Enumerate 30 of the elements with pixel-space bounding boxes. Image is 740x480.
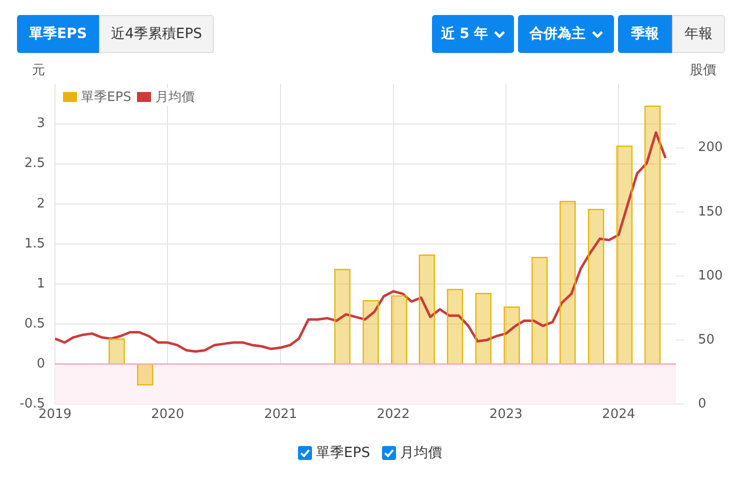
y2-tick-label: 100	[698, 268, 723, 284]
y-tick-label: 0.5	[24, 316, 45, 332]
legend-label: 月均價	[155, 89, 194, 106]
y-tick-label: 0	[36, 356, 45, 372]
text: 合併為主	[530, 25, 586, 43]
x-tick-label: 2024	[602, 407, 636, 422]
text: 單季EPS	[29, 25, 87, 43]
y2-tick-label: 0	[698, 396, 706, 412]
legend-label: 單季EPS	[81, 89, 132, 106]
y-axis-title: 元	[32, 62, 45, 78]
x-tick-label: 2022	[376, 407, 410, 422]
y2-tick-label: 150	[698, 204, 723, 220]
text: 單季EPS	[316, 445, 370, 461]
text: 年報	[684, 25, 712, 43]
y2-tick-label: 50	[698, 332, 715, 348]
y-tick-label: 1	[36, 276, 45, 292]
y2-tick-label: 200	[698, 140, 723, 156]
text: 季報	[631, 25, 659, 43]
y-tick-label: 2	[36, 196, 45, 212]
x-tick-label: 2019	[38, 407, 72, 422]
text: 近 5 年	[440, 25, 488, 43]
y-tick-label: 1.5	[24, 236, 45, 252]
x-tick-label: 2020	[151, 407, 184, 422]
text: 月均價	[400, 445, 442, 461]
x-tick-label: 2021	[264, 407, 298, 422]
y2-axis-title: 股價	[690, 62, 716, 78]
x-tick-label: 2023	[489, 407, 522, 422]
text: 近4季累積EPS	[110, 25, 202, 43]
y-tick-label: 2.5	[24, 156, 45, 172]
y-tick-label: 3	[36, 116, 45, 132]
